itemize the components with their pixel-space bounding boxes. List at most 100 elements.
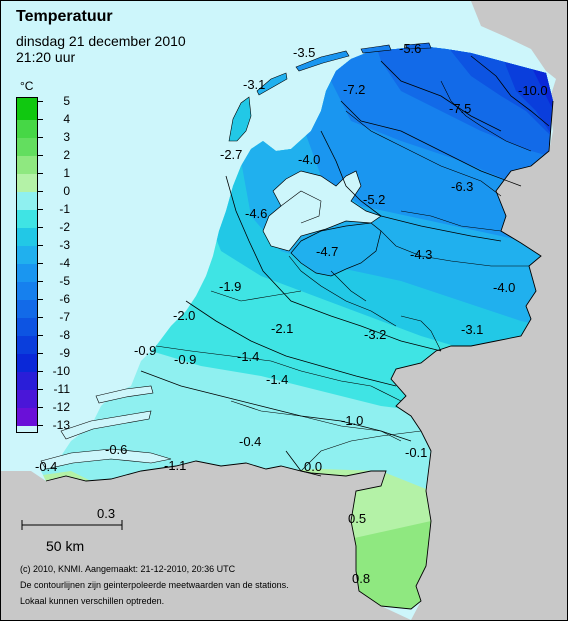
scale-label: 50 km — [46, 538, 85, 554]
station-value: -2.7 — [220, 147, 243, 162]
legend-label: -13 — [52, 418, 70, 432]
station-value: -5.6 — [399, 41, 422, 56]
station-value: -0.9 — [174, 352, 197, 367]
province-borders — [155, 80, 532, 472]
legend-color-cell — [17, 210, 37, 228]
legend-tick — [38, 299, 43, 300]
legend-color-cell — [17, 228, 37, 246]
legend-tick — [38, 425, 43, 426]
contour-lines — [140, 55, 550, 477]
legend-tick — [38, 353, 43, 354]
station-value: -7.5 — [449, 101, 472, 116]
legend-color-cell — [17, 246, 37, 264]
legend-label: -6 — [59, 292, 70, 306]
island-vlieland — [256, 72, 288, 96]
legend-color-cell — [17, 300, 37, 318]
legend-label: -5 — [59, 274, 70, 288]
station-value: -2.1 — [271, 321, 294, 336]
scale-bar — [21, 520, 123, 530]
legend-color-cell — [17, 120, 37, 138]
map-time: 21:20 uur — [16, 49, 76, 65]
island-schiermonnikoog — [405, 42, 432, 50]
legend-tick — [38, 371, 43, 372]
station-value: 0.0 — [304, 459, 323, 474]
footer-note: De contourlijnen zijn geinterpoleerde me… — [20, 580, 289, 590]
legend-color-cell — [17, 138, 37, 156]
station-value: -3.5 — [293, 45, 316, 60]
legend-tick — [38, 209, 43, 210]
legend-label: -11 — [53, 382, 70, 396]
legend-color-cell — [17, 408, 37, 426]
zeeland-water-3 — [95, 385, 154, 404]
legend-label: 0 — [63, 184, 70, 198]
germany-land — [391, 1, 567, 620]
station-value: -0.6 — [105, 442, 128, 457]
legend-tick — [38, 101, 43, 102]
legend-tick — [38, 155, 43, 156]
footer-copyright: (c) 2010, KNMI. Aangemaakt: 21-12-2010, … — [20, 564, 236, 574]
legend-tick — [38, 335, 43, 336]
station-value: 0.3 — [97, 506, 116, 521]
station-value: -4.3 — [410, 247, 433, 262]
station-value: -4.0 — [298, 152, 321, 167]
legend-tick — [38, 227, 43, 228]
legend-color-cell — [17, 372, 37, 390]
island-ameland — [360, 44, 392, 54]
legend-tick — [38, 281, 43, 282]
legend-tick — [38, 407, 43, 408]
station-value: -1.4 — [266, 372, 289, 387]
legend-tick — [38, 137, 43, 138]
legend-label: -1 — [59, 202, 70, 216]
station-value: -0.9 — [134, 343, 157, 358]
station-value: -2.0 — [173, 308, 196, 323]
station-value: -3.1 — [243, 77, 266, 92]
zeeland-water-2 — [40, 448, 172, 470]
legend-label: -12 — [52, 400, 70, 414]
station-value: -0.4 — [35, 459, 58, 474]
station-value: -0.4 — [239, 434, 262, 449]
legend-tick — [38, 389, 43, 390]
legend-label: 4 — [63, 112, 70, 126]
legend-color-cell — [17, 318, 37, 336]
station-value: -1.4 — [237, 349, 260, 364]
legend-color-cell — [17, 98, 37, 120]
footer-disclaimer: Lokaal kunnen verschillen optreden. — [20, 596, 165, 606]
legend-color-cell — [17, 354, 37, 372]
station-value: -5.2 — [363, 192, 386, 207]
legend-label: -8 — [59, 328, 70, 342]
legend-tick — [38, 245, 43, 246]
legend-tick — [38, 191, 43, 192]
legend-tick — [38, 119, 43, 120]
map-date: dinsdag 21 december 2010 — [16, 33, 186, 49]
legend-tick — [38, 173, 43, 174]
island-terschelling — [295, 50, 350, 72]
station-value: -10.0 — [518, 83, 548, 98]
station-value: -7.2 — [343, 82, 366, 97]
legend-label: -2 — [59, 220, 70, 234]
legend-color-cell — [17, 192, 37, 210]
legend-color-cell — [17, 174, 37, 192]
legend-label: -7 — [59, 310, 70, 324]
flevoland — [290, 222, 382, 277]
belgium-land — [1, 461, 411, 620]
station-value: -3.1 — [461, 322, 484, 337]
station-value: -0.1 — [405, 445, 428, 460]
legend-color-cell — [17, 336, 37, 354]
station-value: -4.6 — [245, 206, 268, 221]
legend-label: 5 — [63, 94, 70, 108]
station-value: -1.1 — [164, 458, 187, 473]
legend-tick — [38, 263, 43, 264]
station-value: 0.8 — [352, 571, 371, 586]
legend-tick — [38, 317, 43, 318]
island-texel — [228, 96, 252, 142]
station-value: -4.0 — [493, 280, 516, 295]
legend-color-bar — [16, 97, 38, 433]
legend-color-cell — [17, 264, 37, 282]
zeeland-water-1 — [60, 410, 152, 440]
station-value: -6.3 — [451, 179, 474, 194]
map-title: Temperatuur — [16, 8, 113, 25]
legend-label: 1 — [63, 166, 70, 180]
legend-color-cell — [17, 282, 37, 300]
